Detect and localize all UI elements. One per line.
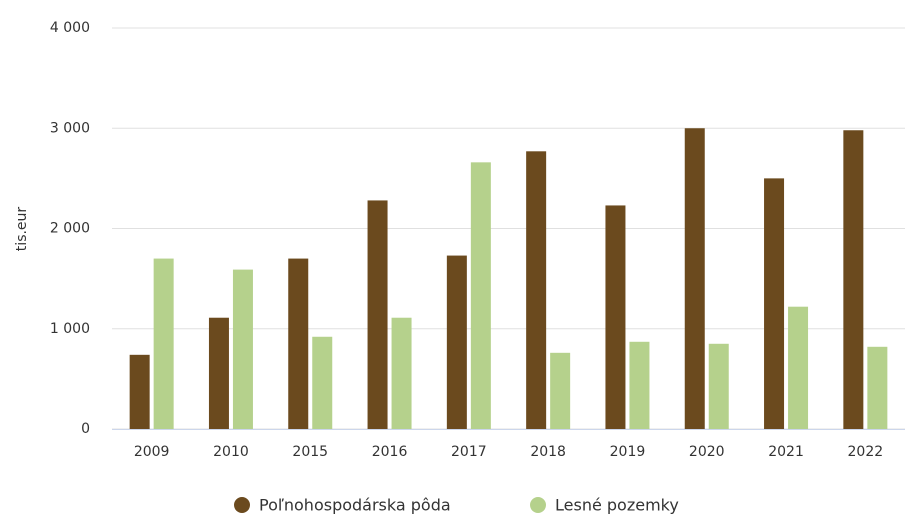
bar [843, 130, 864, 429]
x-tick-label: 2010 [213, 444, 249, 460]
y-tick-label: 3 000 [50, 120, 90, 136]
bar [129, 354, 150, 429]
bar [367, 200, 388, 429]
bar [153, 258, 174, 429]
y-tick-label: 2 000 [50, 221, 90, 237]
y-tick-label: 1 000 [50, 321, 90, 337]
bar [708, 343, 729, 429]
y-axis-label: tis.eur [14, 207, 30, 252]
x-tick-label: 2019 [610, 444, 646, 460]
bar [288, 258, 309, 429]
x-tick-label: 2016 [372, 444, 408, 460]
legend-marker [234, 497, 250, 513]
bar [232, 269, 253, 429]
x-tick-label: 2015 [292, 444, 328, 460]
legend-marker [530, 497, 546, 513]
bar [208, 317, 229, 429]
bar [629, 341, 650, 429]
x-tick-label: 2009 [134, 444, 170, 460]
bar [391, 317, 412, 429]
x-tick-label: 2020 [689, 444, 725, 460]
bar [470, 162, 491, 429]
y-tick-label: 4 000 [50, 20, 90, 36]
x-tick-label: 2022 [848, 444, 884, 460]
bar [867, 346, 888, 429]
bar [605, 205, 626, 429]
bar [550, 352, 571, 429]
bar [446, 255, 467, 429]
bar [788, 306, 809, 429]
bar [312, 336, 333, 429]
x-tick-label: 2021 [768, 444, 804, 460]
legend-label: Poľnohospodárska pôda [259, 496, 451, 515]
x-tick-label: 2017 [451, 444, 487, 460]
bar [764, 178, 785, 429]
x-tick-label: 2018 [530, 444, 566, 460]
y-tick-label: 0 [81, 421, 90, 437]
bar [684, 128, 705, 429]
legend-label: Lesné pozemky [555, 496, 679, 515]
bar [526, 151, 547, 429]
